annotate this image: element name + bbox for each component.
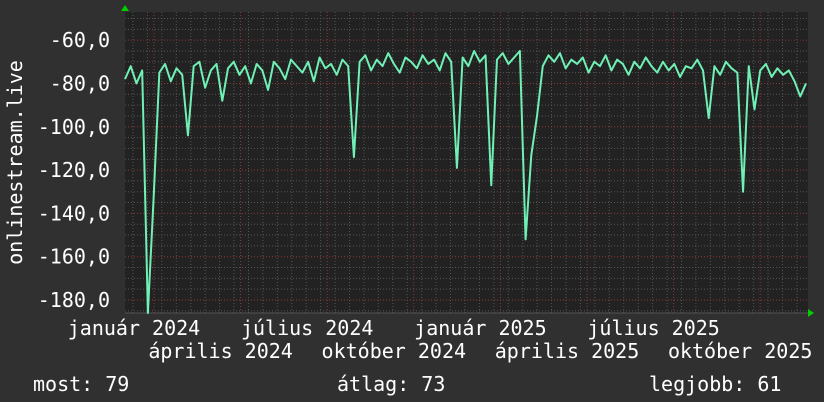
stat-current-label: most: xyxy=(33,372,94,396)
y-tick-label: -140,0 xyxy=(38,201,110,225)
x-axis-arrow xyxy=(808,309,814,317)
stat-current-value: 79 xyxy=(105,372,130,396)
y-tick-label: -80,0 xyxy=(50,71,110,95)
stat-best: legjobb: 61 xyxy=(649,372,781,396)
stat-average-value: 73 xyxy=(421,372,446,396)
y-tick-label: -180,0 xyxy=(38,288,110,312)
x-tick-label: január 2024 xyxy=(68,316,200,340)
y-tick-label: -160,0 xyxy=(38,245,110,269)
x-tick-label: április 2024 xyxy=(148,339,293,363)
x-tick-label: január 2025 xyxy=(414,316,546,340)
x-tick-label: július 2025 xyxy=(587,316,719,340)
stat-best-label: legjobb: xyxy=(649,372,746,396)
y-axis-label: onlinestream.live xyxy=(3,60,27,265)
y-tick-label: -100,0 xyxy=(38,115,110,139)
y-tick-label: -60,0 xyxy=(50,28,110,52)
x-tick-label: július 2024 xyxy=(241,316,373,340)
stat-average-label: átlag: xyxy=(337,372,410,396)
x-tick-label: április 2025 xyxy=(495,339,640,363)
y-tick-label: -120,0 xyxy=(38,158,110,182)
y-axis-arrow xyxy=(121,5,129,11)
x-tick-label: október 2024 xyxy=(322,339,467,363)
stat-average: átlag: 73 xyxy=(337,372,445,396)
stat-current: most: 79 xyxy=(33,372,129,396)
x-tick-label: október 2025 xyxy=(668,339,813,363)
stat-best-value: 61 xyxy=(757,372,782,396)
data-series-line xyxy=(124,49,807,314)
